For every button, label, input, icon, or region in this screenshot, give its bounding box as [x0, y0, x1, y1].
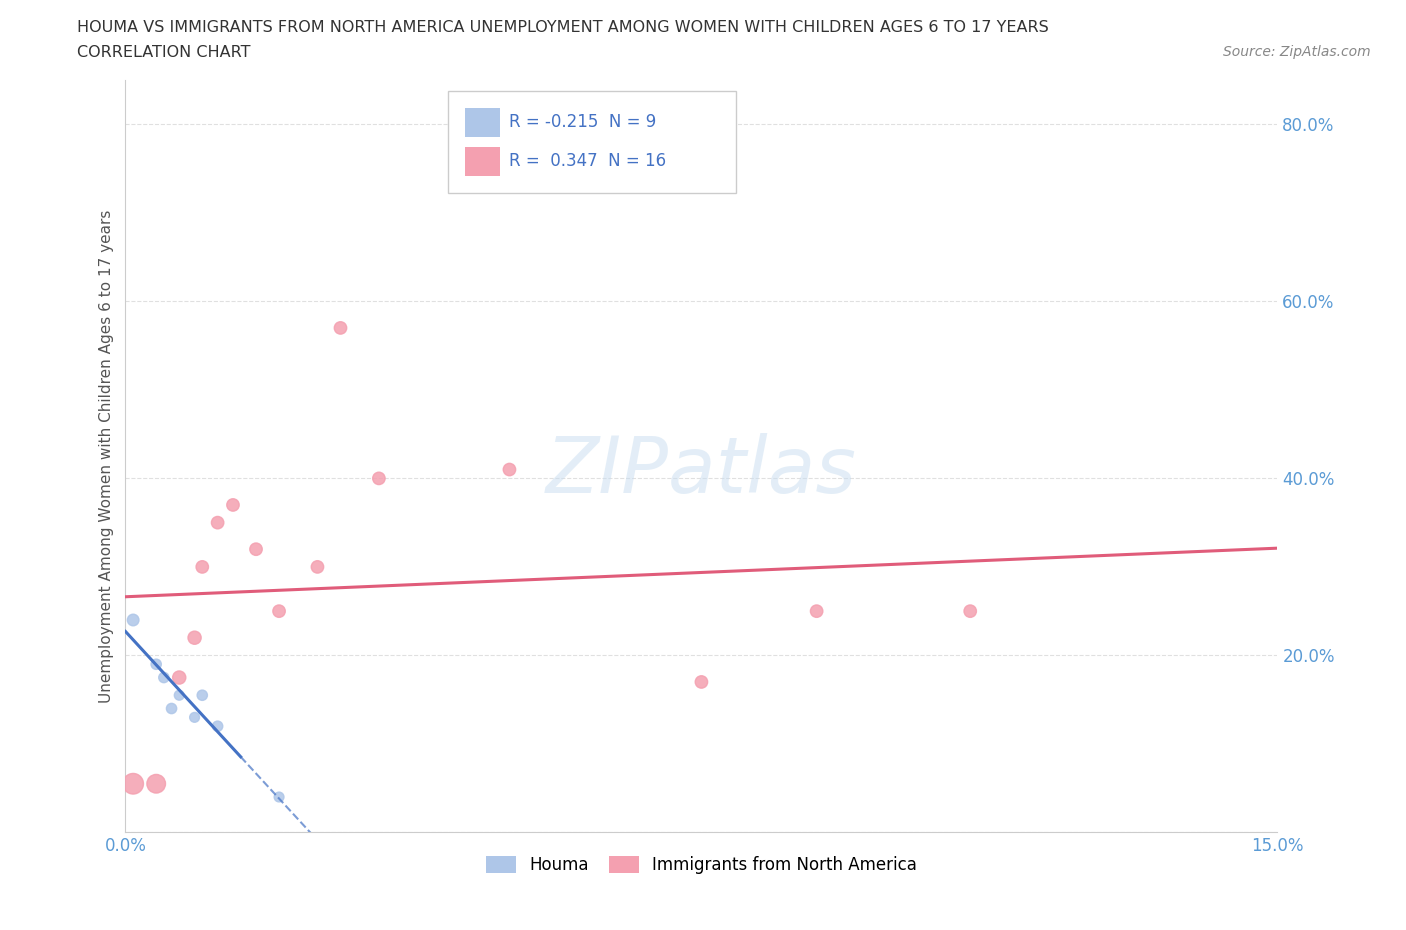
Y-axis label: Unemployment Among Women with Children Ages 6 to 17 years: Unemployment Among Women with Children A…: [100, 209, 114, 703]
Point: [191, 688, 214, 703]
Point: [167, 671, 190, 685]
Point: [207, 719, 229, 734]
FancyBboxPatch shape: [465, 108, 501, 137]
Point: [267, 604, 290, 618]
FancyBboxPatch shape: [449, 91, 735, 193]
Point: [122, 613, 145, 628]
Text: ZIPatlas: ZIPatlas: [546, 433, 856, 510]
Point: [183, 710, 205, 724]
Point: [959, 604, 981, 618]
Point: [222, 498, 245, 512]
Point: [367, 471, 389, 485]
Text: R = -0.215  N = 9: R = -0.215 N = 9: [509, 113, 657, 131]
Point: [307, 560, 329, 575]
Point: [167, 688, 190, 703]
Legend: Houma, Immigrants from North America: Houma, Immigrants from North America: [479, 849, 924, 881]
Point: [245, 542, 267, 557]
Point: [498, 462, 520, 477]
Point: [160, 701, 183, 716]
Point: [145, 777, 167, 791]
FancyBboxPatch shape: [465, 147, 501, 176]
Point: [267, 790, 290, 804]
Point: [329, 321, 352, 336]
Text: HOUMA VS IMMIGRANTS FROM NORTH AMERICA UNEMPLOYMENT AMONG WOMEN WITH CHILDREN AG: HOUMA VS IMMIGRANTS FROM NORTH AMERICA U…: [77, 20, 1049, 35]
Text: Source: ZipAtlas.com: Source: ZipAtlas.com: [1223, 45, 1371, 59]
Text: CORRELATION CHART: CORRELATION CHART: [77, 45, 250, 60]
Point: [145, 657, 167, 671]
Point: [806, 604, 828, 618]
Point: [122, 777, 145, 791]
Point: [191, 560, 214, 575]
Point: [207, 515, 229, 530]
Point: [183, 631, 205, 645]
Point: [153, 671, 176, 685]
Text: R =  0.347  N = 16: R = 0.347 N = 16: [509, 153, 666, 170]
Point: [690, 674, 713, 689]
